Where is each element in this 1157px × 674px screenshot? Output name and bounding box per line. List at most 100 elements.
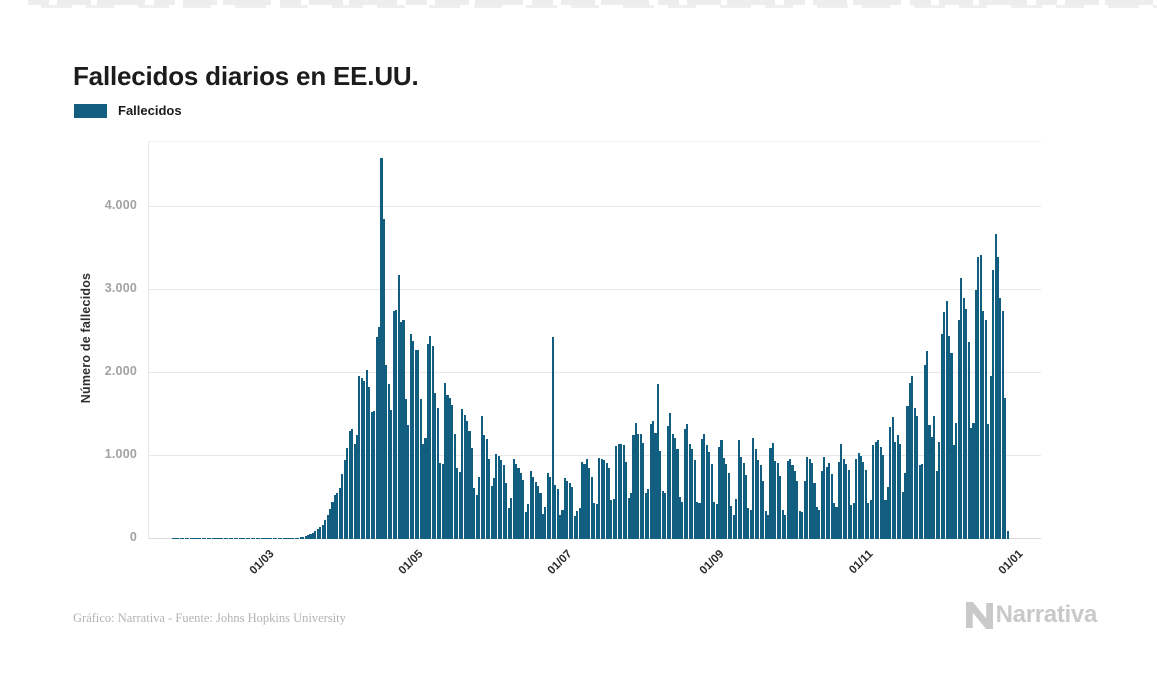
bar <box>216 538 219 539</box>
gridline-3000 <box>149 289 1041 290</box>
bar <box>891 417 894 539</box>
bar <box>962 298 965 539</box>
bar <box>409 333 412 539</box>
bar <box>248 538 251 539</box>
bar <box>984 319 987 539</box>
bar <box>634 422 637 539</box>
bar <box>507 508 510 539</box>
bar <box>397 275 400 539</box>
y-tick-label: 0 <box>129 530 137 544</box>
bar <box>529 470 532 539</box>
bar <box>625 461 628 539</box>
bar <box>590 476 593 539</box>
bar <box>683 429 686 539</box>
bar <box>360 377 363 539</box>
bar <box>187 538 190 539</box>
legend-item-fallecidos[interactable]: Fallecidos <box>74 103 182 118</box>
bar <box>996 256 1000 539</box>
bar <box>201 538 204 539</box>
bar <box>627 498 630 539</box>
bar <box>556 489 559 539</box>
bar <box>517 467 520 539</box>
bar <box>837 461 841 539</box>
bar <box>316 529 319 539</box>
bar <box>243 538 246 539</box>
bar <box>184 538 187 539</box>
bar <box>368 387 371 539</box>
bar <box>387 383 390 539</box>
gridline-4000 <box>149 206 1041 207</box>
bar <box>265 538 268 539</box>
bar <box>972 422 975 539</box>
bar <box>612 499 615 539</box>
bar <box>938 441 941 539</box>
bar <box>233 538 236 539</box>
bar <box>571 486 574 539</box>
bar <box>957 319 960 539</box>
bar <box>735 499 738 539</box>
bar <box>754 448 757 539</box>
bar <box>933 416 936 539</box>
bar <box>693 460 696 539</box>
bar <box>930 436 933 539</box>
bar <box>639 433 642 539</box>
bar <box>705 445 708 539</box>
bar <box>896 435 899 539</box>
bar <box>395 309 398 539</box>
bar <box>341 474 344 539</box>
bar <box>539 492 542 539</box>
bar <box>994 233 997 539</box>
bar <box>918 465 921 539</box>
bar <box>669 412 672 539</box>
bar <box>333 495 337 539</box>
bar <box>375 337 378 539</box>
bar <box>908 382 911 539</box>
source-credit: Gráfico: Narrativa - Fuente: Johns Hopki… <box>73 611 346 625</box>
bar <box>605 462 608 539</box>
bar <box>945 300 948 539</box>
bar <box>434 392 437 539</box>
bar <box>554 485 557 539</box>
bar <box>921 464 924 539</box>
bar <box>965 309 968 539</box>
bar <box>793 470 796 539</box>
bar <box>600 458 603 539</box>
bar <box>458 471 461 539</box>
bar <box>218 538 222 539</box>
bar <box>762 480 765 539</box>
bar <box>774 460 777 539</box>
bar <box>1004 397 1007 539</box>
bar <box>674 437 677 539</box>
bar <box>532 476 535 539</box>
bar <box>823 456 826 539</box>
bar <box>578 508 581 539</box>
bar <box>417 349 420 539</box>
bar <box>859 456 863 539</box>
bar <box>720 440 723 539</box>
bar <box>182 538 185 539</box>
bar <box>544 507 547 539</box>
bar <box>948 336 951 539</box>
bar <box>302 536 305 539</box>
bar <box>940 333 943 539</box>
bar <box>549 476 552 539</box>
bar <box>718 446 721 539</box>
bar <box>857 452 860 539</box>
bar <box>211 538 214 539</box>
bar <box>519 472 522 539</box>
bar <box>632 435 635 539</box>
bar <box>490 485 493 539</box>
bar <box>862 461 865 539</box>
bar <box>757 460 760 539</box>
bar <box>456 467 459 539</box>
bar <box>899 443 902 539</box>
bar <box>258 538 261 539</box>
bar <box>622 445 625 539</box>
bar <box>392 310 395 539</box>
bar <box>192 538 195 539</box>
bar <box>204 538 207 539</box>
bar <box>228 538 231 539</box>
bar <box>377 326 381 539</box>
bar <box>365 370 368 539</box>
bar <box>253 538 256 539</box>
